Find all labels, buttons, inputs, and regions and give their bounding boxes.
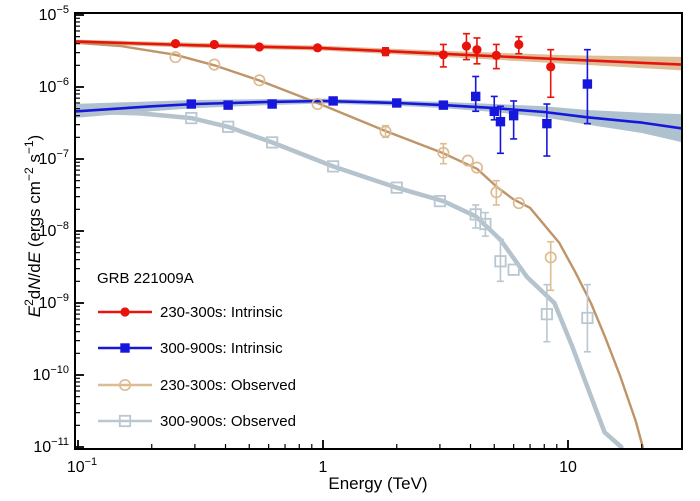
data-point: [312, 43, 323, 53]
data-point: [327, 160, 340, 173]
legend-markers: [98, 307, 152, 428]
data-point: [380, 47, 391, 57]
data-point: [433, 195, 446, 208]
model-curve-3: [75, 109, 624, 449]
legend-marker-3: [118, 414, 132, 428]
data-point: [311, 97, 324, 111]
y-axis-tick-label: 10−5: [39, 4, 69, 24]
data-point: [253, 74, 266, 87]
data-point: [266, 136, 279, 149]
legend-marker-0: [120, 307, 130, 317]
data-point: [438, 50, 448, 60]
confidence-band-0: [75, 39, 682, 71]
data-point: [540, 308, 553, 321]
legend-marker-1: [120, 343, 130, 353]
legend-item-label-intrinsic-300-900: 300-900s: Intrinsic: [160, 340, 283, 357]
data-point: [328, 96, 338, 106]
data-point: [169, 51, 182, 64]
data-point: [479, 217, 492, 231]
data-point: [581, 311, 594, 325]
data-point: [461, 41, 472, 51]
legend-item-label-observed-230-300: 230-300s: Observed: [160, 377, 296, 394]
data-point: [267, 99, 277, 109]
data-point: [392, 98, 402, 108]
x-axis-tick-label: 1: [319, 459, 328, 476]
y-axis-label: E2dN/dE (ergs cm−2 s−1): [22, 135, 44, 317]
y-axis-tick-label: 10−6: [39, 76, 69, 96]
data-point: [379, 125, 392, 138]
axis-ticks: [75, 14, 643, 449]
chart-generated-layer: 10−1 1 1010−510−610−710−810−910−1010−11E2d…: [22, 4, 683, 476]
data-point: [437, 146, 450, 159]
series-points-3: [185, 111, 594, 353]
data-point: [438, 100, 449, 110]
data-point: [461, 154, 474, 167]
x-axis-label: Energy (TeV): [328, 474, 427, 493]
data-point: [222, 120, 235, 133]
data-point: [514, 39, 524, 50]
data-point: [390, 181, 403, 194]
data-point: [254, 42, 264, 52]
data-point: [546, 62, 556, 72]
data-point: [494, 255, 507, 268]
data-point: [490, 186, 503, 199]
legend-marker-2: [118, 378, 132, 392]
data-point: [491, 50, 501, 60]
data-point: [495, 116, 506, 127]
x-axis-tick-label: 10−1: [67, 456, 97, 476]
data-point: [185, 111, 198, 125]
data-point: [582, 79, 593, 89]
plot-area: [75, 32, 682, 449]
series-points-2: [169, 51, 557, 292]
data-point: [472, 45, 482, 55]
data-point: [544, 251, 557, 264]
legend-title: GRB 221009A: [97, 270, 194, 287]
data-point: [508, 110, 519, 121]
data-point: [489, 106, 499, 116]
data-point: [223, 100, 233, 110]
data-point: [470, 161, 484, 174]
x-axis-tick-label: 10: [559, 459, 577, 476]
legend-item-label-intrinsic-230-300: 230-300s: Intrinsic: [160, 304, 283, 321]
data-point: [470, 91, 481, 102]
legend: GRB 221009A 230-300s: Intrinsic 300-900s…: [97, 270, 296, 430]
data-point: [469, 208, 482, 221]
data-point: [512, 197, 525, 210]
confidence-band-1: [75, 98, 682, 143]
data-point: [186, 99, 196, 109]
legend-item-label-observed-300-900: 300-900s: Observed: [160, 413, 296, 430]
y-axis-tick-label: 10−10: [33, 364, 69, 384]
data-point: [542, 118, 552, 129]
series-points-1: [186, 48, 593, 157]
data-point: [170, 39, 181, 49]
series-points-0: [170, 32, 556, 99]
data-point: [208, 58, 221, 71]
data-point: [209, 39, 219, 50]
y-axis-tick-label: 10−11: [33, 436, 69, 456]
data-point: [507, 263, 520, 276]
